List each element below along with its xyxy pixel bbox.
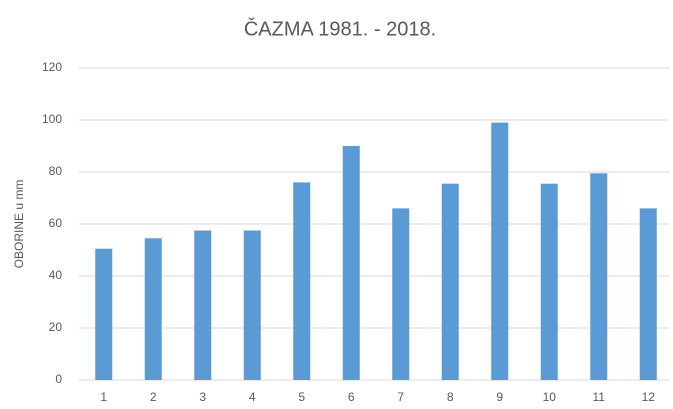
- y-tick-label: 100: [42, 112, 62, 126]
- bar: [293, 182, 311, 380]
- x-tick-label: 6: [348, 390, 355, 404]
- x-tick-label: 12: [642, 390, 656, 404]
- x-tick-label: 4: [249, 390, 256, 404]
- bar: [590, 173, 608, 380]
- bar: [392, 208, 410, 380]
- y-axis-label: OBORINE u mm: [12, 180, 26, 269]
- x-tick-label: 3: [199, 390, 206, 404]
- x-tick-label: 1: [100, 390, 107, 404]
- y-tick-label: 40: [49, 268, 63, 282]
- y-tick-label: 80: [49, 164, 63, 178]
- y-tick-label: 120: [42, 60, 62, 74]
- bar: [342, 146, 360, 380]
- x-tick-label: 11: [593, 390, 606, 404]
- x-tick-label: 2: [150, 390, 157, 404]
- bar: [144, 238, 162, 380]
- chart-title: ČAZMA 1981. - 2018.: [244, 17, 436, 40]
- x-tick-label: 8: [447, 390, 454, 404]
- y-tick-label: 20: [49, 320, 63, 334]
- y-tick-label: 0: [55, 372, 62, 386]
- bar: [491, 122, 509, 380]
- x-tick-label: 9: [496, 390, 503, 404]
- bar: [95, 248, 113, 380]
- bar: [639, 208, 657, 380]
- x-tick-label: 7: [397, 390, 404, 404]
- y-tick-label: 60: [49, 216, 63, 230]
- bar: [243, 230, 261, 380]
- bar: [441, 183, 459, 380]
- bar: [540, 183, 558, 380]
- x-tick-label: 5: [298, 390, 305, 404]
- bar: [194, 230, 212, 380]
- x-tick-label: 10: [543, 390, 557, 404]
